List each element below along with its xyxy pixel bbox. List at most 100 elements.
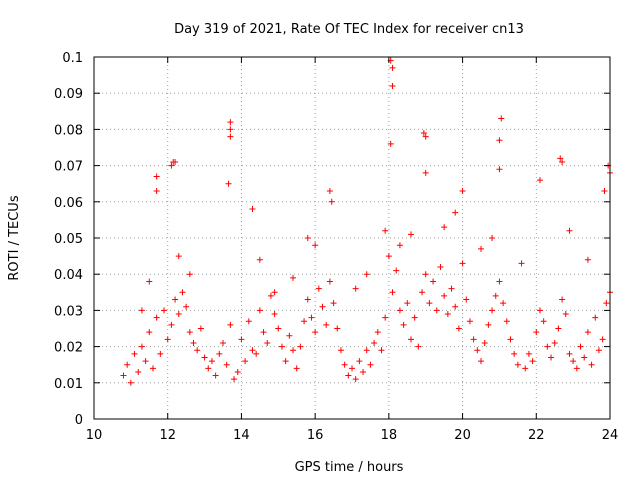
y-axis-label: ROTI / TECUs [7,195,22,280]
y-tick-label: 0.1 [62,51,83,66]
data-point [179,289,186,296]
data-point [566,227,573,234]
data-point [498,115,505,122]
y-tick-label: 0.06 [54,196,83,211]
data-point [227,126,234,133]
data-point [168,321,175,328]
data-point [518,260,525,267]
data-point [407,231,414,238]
data-point [142,358,149,365]
data-point [437,263,444,270]
axes: 10 12 14 16 18 20 22 24 0 0.01 0.02 0.03 0.04 0.05 0.0… [54,51,618,443]
data-point [326,278,333,285]
data-point [290,347,297,354]
data-point [389,64,396,71]
data-point [326,187,333,194]
data-point [584,329,591,336]
data-point [481,339,488,346]
data-point [577,343,584,350]
data-point [441,292,448,299]
data-point [396,307,403,314]
data-point [271,311,278,318]
data-point [430,278,437,285]
data-point [507,336,514,343]
data-point [455,325,462,332]
data-point [533,329,540,336]
data-point [172,296,179,303]
data-point [131,350,138,357]
data-point [328,198,335,205]
data-point [525,350,532,357]
data-point [363,271,370,278]
data-point [387,140,394,147]
data-point [153,173,160,180]
data-point [201,354,208,361]
data-point [186,271,193,278]
data-point [304,296,311,303]
data-point [485,321,492,328]
data-point [356,358,363,365]
data-point [138,307,145,314]
data-point [492,292,499,299]
data-point [382,314,389,321]
data-point [234,368,241,375]
data-point [389,289,396,296]
x-tick-label: 10 [86,428,103,443]
data-point [245,318,252,325]
x-tick-label: 24 [602,428,619,443]
data-point [157,350,164,357]
data-point [349,365,355,372]
y-tick-label: 0.04 [54,268,83,283]
data-point [323,321,330,328]
data-point [175,253,182,260]
data-point [334,325,341,332]
data-point [400,321,407,328]
data-point [385,253,392,260]
data-point [407,336,414,343]
data-point [253,350,260,357]
data-point [382,227,389,234]
data-point [208,358,215,365]
data-point [231,376,238,383]
data-point [489,307,496,314]
data-point [570,358,577,365]
data-point [496,166,503,173]
data-point [511,350,518,357]
data-point [367,361,374,368]
data-point [378,347,385,354]
data-point [601,187,608,194]
data-point [293,365,300,372]
data-point [529,358,536,365]
data-point [444,311,451,318]
data-point [194,347,201,354]
plot-frame [93,56,611,420]
data-point [496,278,503,285]
data-point [404,300,411,307]
x-tick-label: 18 [381,428,398,443]
data-point [411,314,418,321]
data-point [478,358,484,365]
data-point [319,303,326,310]
data-point [249,347,256,354]
data-point [164,336,171,343]
data-point [297,343,304,350]
y-tick-label: 0.08 [54,123,83,138]
data-point [573,365,580,372]
data-point [225,180,232,187]
data-point [216,350,223,357]
data-point [478,245,484,252]
data-point [337,347,344,354]
data-point [536,307,543,314]
data-point [175,311,182,318]
data-point [227,119,234,126]
data-point [345,372,352,379]
data-point [500,300,507,307]
data-point [599,336,606,343]
data-point [544,343,551,350]
data-point [422,133,429,140]
data-point [135,368,142,375]
y-tick-label: 0.09 [54,87,83,102]
data-point [592,314,599,321]
data-point [514,361,521,368]
